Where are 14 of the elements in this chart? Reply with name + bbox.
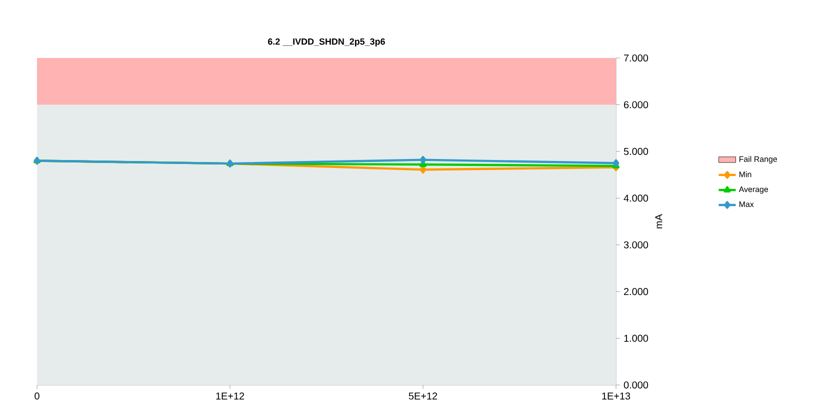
y-tick-label: 5.000 <box>624 148 648 155</box>
y-tick-label: 1.000 <box>624 334 648 342</box>
y-tick-label: 6.000 <box>624 101 648 108</box>
x-tick-label: 0 <box>34 392 40 400</box>
x-tick-label: 1E+13 <box>602 392 630 400</box>
y-tick-label: 7.000 <box>624 54 648 62</box>
y-tick-label: 4.000 <box>624 194 648 202</box>
chart-title: 6.2 __IVDD_SHDN_2p5_3p6 <box>268 38 385 47</box>
y-tick-label: 3.000 <box>624 241 648 248</box>
y-tick-label: 0.000 <box>624 381 648 389</box>
x-tick-label: 1E+12 <box>216 392 244 400</box>
y-tick-label: 2.000 <box>624 288 648 296</box>
x-tick-label: 5E+12 <box>408 392 438 400</box>
y-axis-title: mA <box>655 214 662 228</box>
